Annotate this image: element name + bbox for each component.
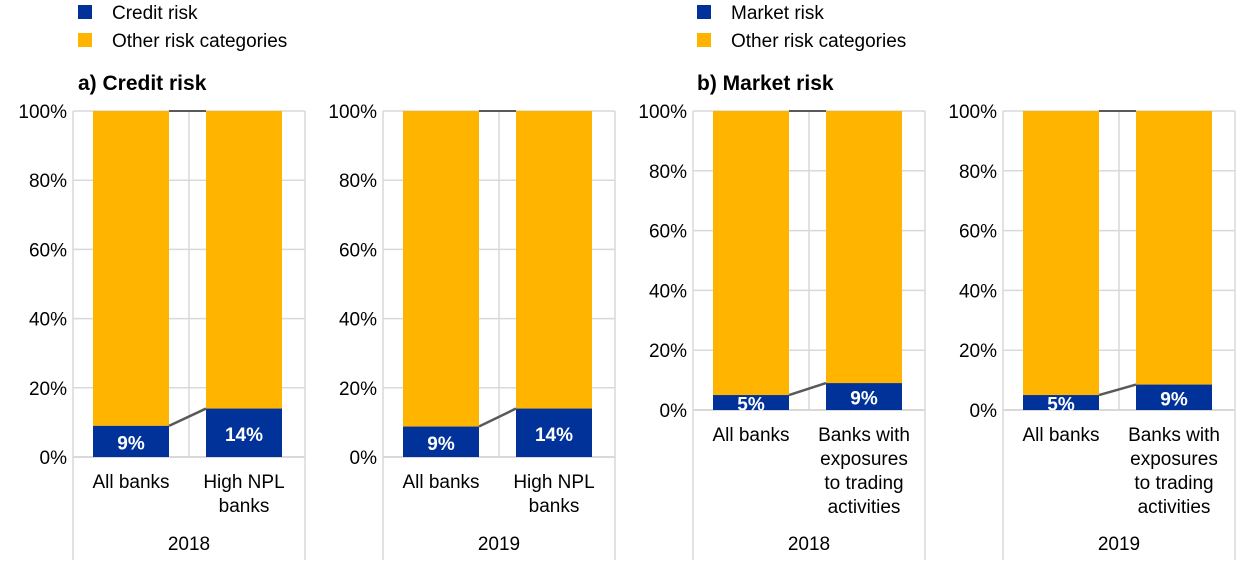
legend-swatch-other [78, 33, 92, 47]
legend-swatch-other [697, 33, 711, 47]
y-tick-label: 40% [649, 281, 687, 302]
panel-title: a) Credit risk [78, 72, 207, 95]
legend-label: Market risk [731, 3, 824, 24]
bar-other-risk [516, 111, 592, 409]
category-label: activities [1138, 497, 1211, 518]
y-tick-label: 0% [40, 448, 68, 469]
bar-primary-risk [206, 408, 282, 457]
bar-primary-risk [1023, 395, 1099, 410]
data-label: 14% [225, 425, 263, 446]
panel-title: b) Market risk [697, 72, 834, 95]
bar-other-risk [713, 111, 789, 396]
bar-other-risk [1023, 111, 1099, 396]
data-label: 9% [850, 389, 878, 410]
y-tick-label: 100% [328, 102, 377, 123]
bar-other-risk [93, 111, 169, 426]
y-tick-label: 80% [959, 162, 997, 183]
data-label: 5% [737, 395, 765, 416]
series-connector-line [168, 407, 207, 427]
y-tick-label: 80% [649, 162, 687, 183]
y-tick-label: 0% [350, 448, 378, 469]
group-label: 2019 [478, 534, 520, 555]
data-label: 14% [535, 425, 573, 446]
category-label: Banks with [818, 425, 910, 446]
legend-label: Other risk categories [731, 31, 906, 52]
y-tick-label: 100% [948, 102, 997, 123]
category-label: banks [219, 496, 270, 517]
bar-other-risk [1136, 111, 1212, 385]
category-label: All banks [92, 472, 169, 493]
legend-label: Credit risk [112, 3, 198, 24]
data-label: 5% [1047, 395, 1075, 416]
y-tick-label: 40% [29, 310, 67, 331]
bar-primary-risk [516, 408, 592, 457]
legend-label: Other risk categories [112, 31, 287, 52]
y-tick-label: 60% [959, 222, 997, 243]
y-tick-label: 100% [18, 102, 67, 123]
bar-other-risk [206, 111, 282, 409]
data-label: 9% [117, 433, 145, 454]
y-tick-label: 60% [649, 222, 687, 243]
category-label: to trading [824, 473, 903, 494]
category-label: exposures [1130, 449, 1218, 470]
category-label: All banks [402, 472, 479, 493]
y-tick-label: 0% [970, 401, 998, 422]
group-label: 2019 [1098, 534, 1140, 555]
y-tick-label: 60% [29, 240, 67, 261]
category-label: All banks [1022, 425, 1099, 446]
y-tick-label: 80% [29, 171, 67, 192]
category-label: High NPL [513, 472, 594, 493]
legend-swatch-primary [78, 5, 92, 19]
y-tick-label: 20% [29, 379, 67, 400]
bar-primary-risk [93, 425, 169, 457]
y-tick-label: 80% [339, 171, 377, 192]
category-label: All banks [712, 425, 789, 446]
y-tick-label: 20% [649, 341, 687, 362]
bar-other-risk [826, 111, 902, 384]
bar-primary-risk [403, 426, 479, 457]
series-connector-line [1098, 383, 1137, 397]
y-tick-label: 20% [959, 341, 997, 362]
bar-primary-risk [1136, 384, 1212, 410]
category-label: exposures [820, 449, 908, 470]
data-label: 9% [427, 434, 455, 455]
legend-swatch-primary [697, 5, 711, 19]
y-tick-label: 40% [339, 310, 377, 331]
y-tick-label: 60% [339, 240, 377, 261]
group-label: 2018 [788, 534, 830, 555]
category-label: High NPL [203, 472, 284, 493]
y-tick-label: 100% [638, 102, 687, 123]
group-label: 2018 [168, 534, 210, 555]
y-tick-label: 20% [339, 379, 377, 400]
category-label: banks [529, 496, 580, 517]
bar-other-risk [403, 111, 479, 427]
bar-primary-risk [826, 383, 902, 410]
data-label: 9% [1160, 389, 1188, 410]
y-tick-label: 40% [959, 281, 997, 302]
category-label: activities [828, 497, 901, 518]
category-label: to trading [1134, 473, 1213, 494]
y-tick-label: 0% [660, 401, 688, 422]
series-connector-line [478, 407, 517, 428]
bar-primary-risk [713, 395, 789, 410]
series-connector-line [788, 381, 827, 397]
category-label: Banks with [1128, 425, 1220, 446]
